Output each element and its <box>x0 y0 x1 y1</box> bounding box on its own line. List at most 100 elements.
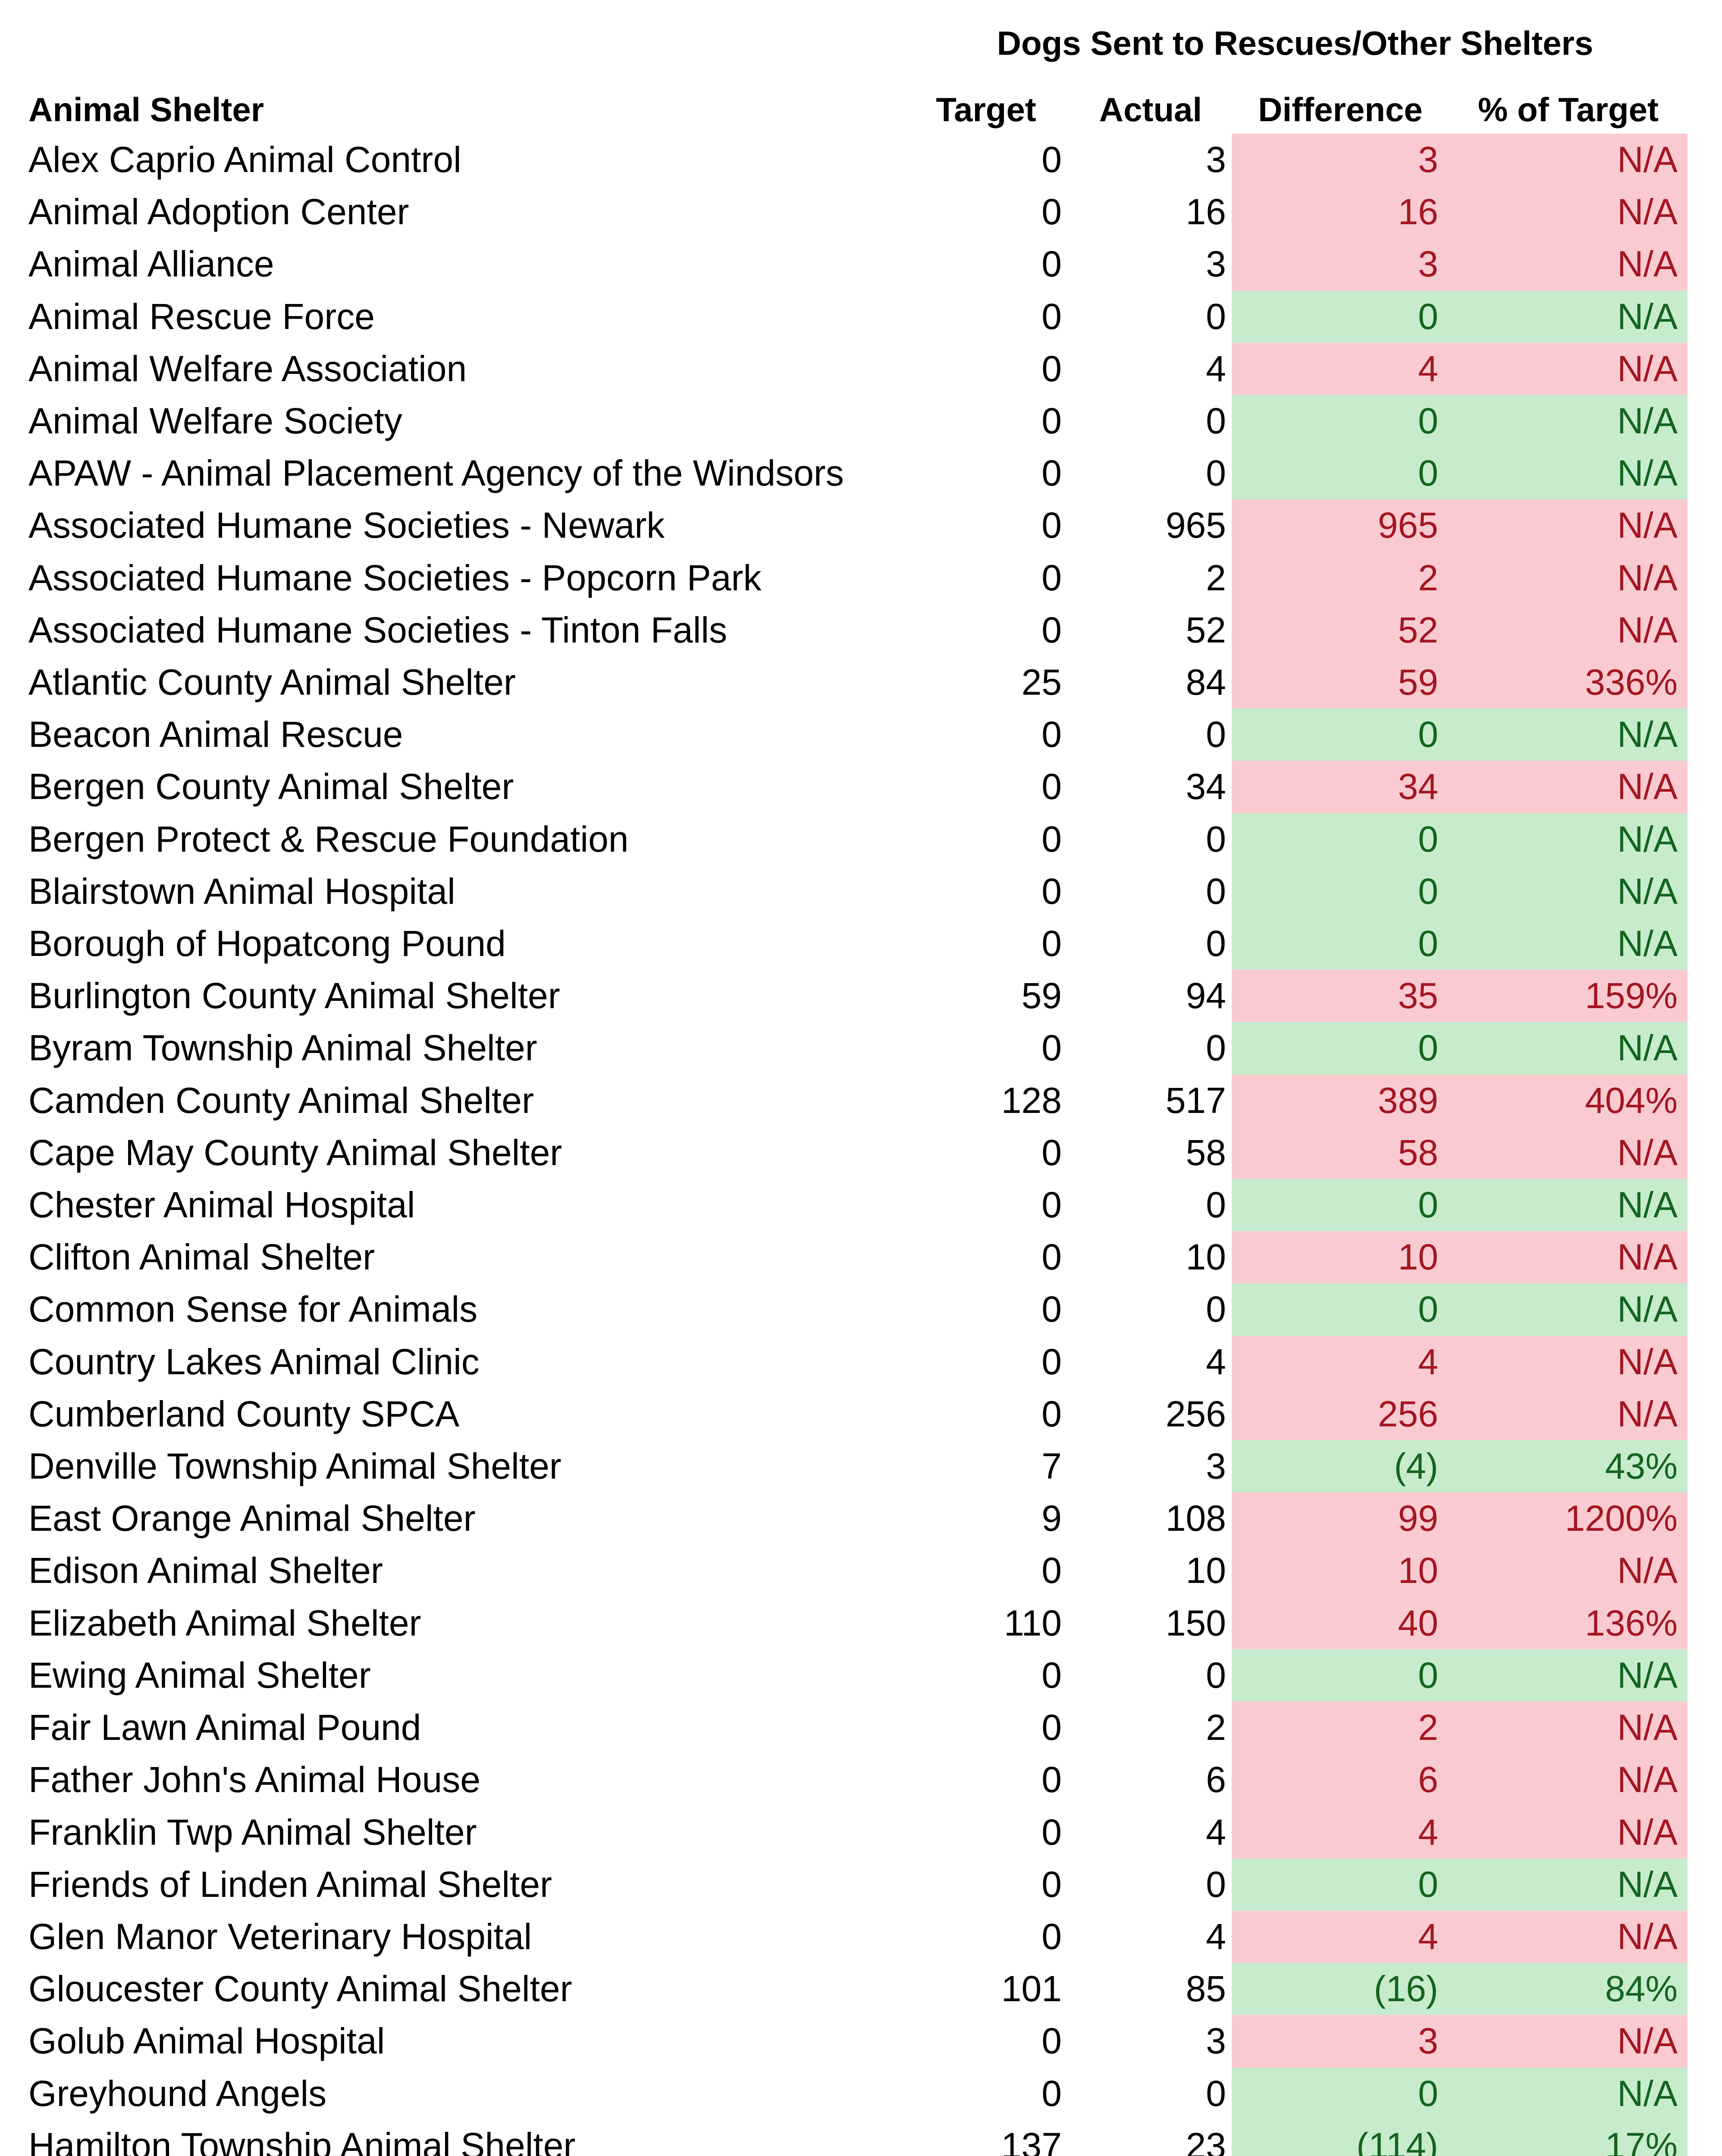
table-row: Beacon Animal Rescue 0 0 0 N/A <box>0 708 1688 761</box>
pct-of-target-value: 17% <box>1449 2119 1688 2156</box>
difference-value: 10 <box>1232 1231 1449 1284</box>
pct-of-target-value: N/A <box>1449 1754 1688 1806</box>
target-value: 0 <box>1041 505 1062 546</box>
shelter-name: Glen Manor Veterinary Hospital <box>28 1916 532 1957</box>
difference-value: 0 <box>1232 395 1449 448</box>
table-title: Dogs Sent to Rescues/Other Shelters <box>997 24 1593 62</box>
table-body: Alex Caprio Animal Control 0 3 3 N/A Animal A… <box>0 134 1688 2156</box>
col-header-actual: Actual <box>1099 91 1202 128</box>
difference-value: 6 <box>1232 1754 1449 1806</box>
table-row: Borough of Hopatcong Pound 0 0 0 N/A <box>0 918 1688 970</box>
actual-value: 0 <box>1206 296 1226 337</box>
difference-value: 3 <box>1232 2015 1449 2068</box>
actual-value: 3 <box>1206 2021 1226 2062</box>
table-row: East Orange Animal Shelter 9 108 99 1200% <box>0 1492 1688 1545</box>
actual-value: 10 <box>1186 1550 1226 1591</box>
table-row: Cape May County Animal Shelter 0 58 58 N/A <box>0 1126 1688 1179</box>
pct-of-target-value: N/A <box>1449 395 1688 448</box>
difference-value: 34 <box>1232 761 1449 813</box>
table-row: Associated Humane Societies - Popcorn Pa… <box>0 552 1688 604</box>
difference-value: 16 <box>1232 186 1449 238</box>
difference-value: 3 <box>1232 134 1449 186</box>
actual-value: 52 <box>1186 609 1226 650</box>
actual-value: 0 <box>1206 714 1226 755</box>
table-row: Associated Humane Societies - Tinton Fal… <box>0 604 1688 657</box>
target-value: 7 <box>1041 1446 1062 1487</box>
difference-value: 0 <box>1232 1022 1449 1075</box>
table-row: Animal Adoption Center 0 16 16 N/A <box>0 186 1688 238</box>
actual-value: 4 <box>1206 1916 1226 1957</box>
actual-value: 256 <box>1165 1393 1226 1434</box>
shelter-name: Bergen Protect & Rescue Foundation <box>28 818 629 859</box>
target-value: 0 <box>1041 453 1062 494</box>
shelter-name: Country Lakes Animal Clinic <box>28 1341 480 1382</box>
pct-of-target-value: N/A <box>1449 2015 1688 2068</box>
target-value: 0 <box>1041 2021 1062 2062</box>
target-value: 0 <box>1041 1864 1062 1905</box>
table-row: Associated Humane Societies - Newark 0 965… <box>0 499 1688 552</box>
actual-value: 0 <box>1206 2073 1226 2114</box>
pct-of-target-value: 159% <box>1449 970 1688 1022</box>
pct-of-target-value: 136% <box>1449 1597 1688 1649</box>
table-row: Animal Welfare Association 0 4 4 N/A <box>0 342 1688 395</box>
difference-value: 59 <box>1232 656 1449 709</box>
table-row: Cumberland County SPCA 0 256 256 N/A <box>0 1388 1688 1441</box>
difference-value: 4 <box>1232 1335 1449 1388</box>
actual-value: 34 <box>1186 766 1226 807</box>
shelter-name: Golub Animal Hospital <box>28 2021 385 2062</box>
table-row: Blairstown Animal Hospital 0 0 0 N/A <box>0 865 1688 918</box>
actual-value: 0 <box>1206 453 1226 494</box>
shelter-name: Animal Welfare Association <box>28 348 467 389</box>
difference-value: 0 <box>1232 1649 1449 1702</box>
pct-of-target-value: N/A <box>1449 708 1688 761</box>
shelter-name: Alex Caprio Animal Control <box>28 139 461 180</box>
target-value: 0 <box>1041 557 1062 598</box>
table-row: Friends of Linden Animal Shelter 0 0 0 N/A <box>0 1858 1688 1911</box>
difference-value: 0 <box>1232 1858 1449 1911</box>
shelter-name: Associated Humane Societies - Tinton Fal… <box>28 609 728 650</box>
pct-of-target-value: N/A <box>1449 604 1688 657</box>
actual-value: 0 <box>1206 1028 1226 1069</box>
target-value: 0 <box>1041 1550 1062 1591</box>
pct-of-target-value: N/A <box>1449 1545 1688 1597</box>
target-value: 110 <box>1004 1602 1062 1643</box>
actual-value: 0 <box>1206 818 1226 859</box>
shelter-name: Byram Township Animal Shelter <box>28 1028 537 1069</box>
actual-value: 58 <box>1186 1132 1226 1173</box>
table-row: Animal Rescue Force 0 0 0 N/A <box>0 290 1688 343</box>
difference-value: 35 <box>1232 970 1449 1022</box>
pct-of-target-value: N/A <box>1449 865 1688 918</box>
pct-of-target-value: N/A <box>1449 342 1688 395</box>
table-row: Country Lakes Animal Clinic 0 4 4 N/A <box>0 1335 1688 1388</box>
shelter-name: Atlantic County Animal Shelter <box>28 662 516 703</box>
shelter-name: Burlington County Animal Shelter <box>28 975 560 1016</box>
target-value: 9 <box>1041 1498 1062 1539</box>
pct-of-target-value: N/A <box>1449 1283 1688 1336</box>
table-row: Denville Township Animal Shelter 7 3 (4) 43% <box>0 1440 1688 1493</box>
actual-value: 0 <box>1206 1289 1226 1330</box>
actual-value: 85 <box>1186 1968 1226 2009</box>
table-row: Franklin Twp Animal Shelter 0 4 4 N/A <box>0 1806 1688 1858</box>
actual-value: 2 <box>1206 557 1226 598</box>
actual-value: 0 <box>1206 1864 1226 1905</box>
shelter-name: Friends of Linden Animal Shelter <box>28 1864 552 1905</box>
target-value: 0 <box>1041 1185 1062 1225</box>
difference-value: 2 <box>1232 1702 1449 1754</box>
actual-value: 3 <box>1206 139 1226 180</box>
difference-value: 965 <box>1232 499 1449 552</box>
shelter-name: Franklin Twp Animal Shelter <box>28 1811 477 1852</box>
difference-value: 0 <box>1232 1179 1449 1232</box>
shelter-name: Denville Township Animal Shelter <box>28 1446 561 1487</box>
pct-of-target-value: N/A <box>1449 447 1688 500</box>
table-row: APAW - Animal Placement Agency of the Wi… <box>0 447 1688 500</box>
target-value: 0 <box>1041 766 1062 807</box>
table-row: Elizabeth Animal Shelter 110 150 40 136% <box>0 1597 1688 1649</box>
target-value: 137 <box>1001 2125 1062 2156</box>
pct-of-target-value: N/A <box>1449 918 1688 970</box>
target-value: 0 <box>1041 1028 1062 1069</box>
table-row: Clifton Animal Shelter 0 10 10 N/A <box>0 1231 1688 1284</box>
table-title-row: Dogs Sent to Rescues/Other Shelters <box>0 0 1687 86</box>
actual-value: 16 <box>1186 191 1226 232</box>
actual-value: 2 <box>1206 1707 1226 1748</box>
